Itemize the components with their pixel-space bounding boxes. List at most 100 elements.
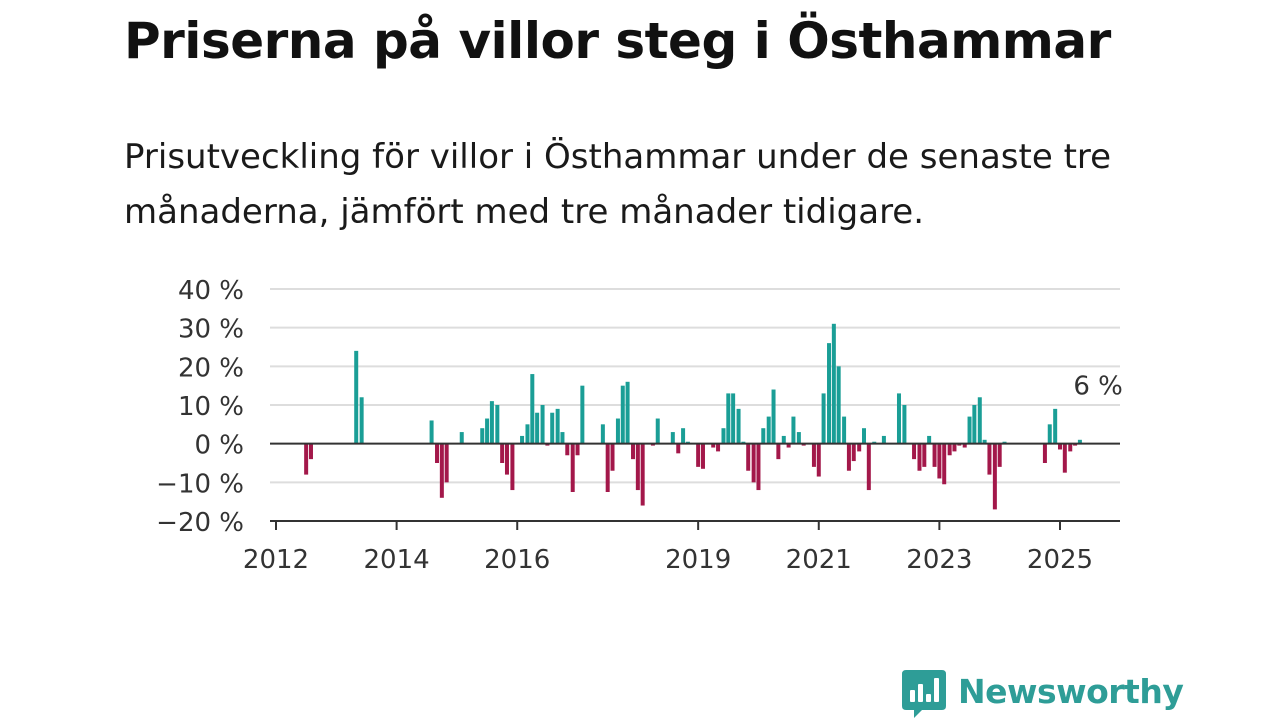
bar <box>796 432 801 444</box>
bar <box>862 428 866 444</box>
bar <box>786 443 791 448</box>
bar <box>827 343 832 444</box>
bar <box>580 385 585 444</box>
y-tick-label: 20 % <box>178 353 244 383</box>
bar <box>696 443 701 467</box>
bar <box>459 432 464 444</box>
bar <box>716 443 721 452</box>
bar <box>811 443 816 467</box>
bar <box>927 435 932 444</box>
y-tick-label: 0 % <box>194 431 244 461</box>
x-tick-label: 2019 <box>665 545 731 575</box>
bar <box>504 443 509 475</box>
bar <box>857 443 862 452</box>
bar <box>721 428 726 444</box>
bar <box>565 443 570 456</box>
bar <box>550 412 555 444</box>
bar <box>495 405 500 444</box>
x-tick-label: 2025 <box>1027 545 1093 575</box>
bar-chart-speech-bubble-icon <box>902 670 946 718</box>
bar <box>435 443 440 463</box>
bar <box>1047 424 1052 444</box>
bar <box>354 350 359 444</box>
y-tick-label: −20 % <box>156 508 244 538</box>
bar <box>625 381 630 444</box>
gridlines <box>270 288 1120 484</box>
bar <box>781 435 786 444</box>
bar <box>816 443 821 477</box>
tick-labels: −20 % −10 % 0 % 10 % 20 % 30 % 40 % 2012 2014 201… <box>156 276 1123 575</box>
bar <box>881 435 886 444</box>
bar <box>489 401 494 444</box>
bar <box>821 393 826 444</box>
bar <box>917 443 922 471</box>
bar <box>555 408 560 444</box>
bar <box>846 443 851 471</box>
axes <box>270 442 1120 530</box>
bar <box>962 443 967 448</box>
y-tick-label: −10 % <box>156 469 244 499</box>
bar <box>967 416 972 444</box>
bar <box>676 443 681 454</box>
x-tick-label: 2014 <box>364 545 430 575</box>
bar <box>631 443 636 460</box>
bar <box>947 443 952 456</box>
bar <box>902 405 907 444</box>
x-tick-label: 2023 <box>906 545 972 575</box>
bar <box>681 428 686 444</box>
x-tick-label: 2012 <box>243 545 309 575</box>
bar <box>771 389 776 444</box>
bar <box>932 443 937 467</box>
bar <box>530 374 535 444</box>
x-tick-label: 2021 <box>786 545 852 575</box>
brand-name: Newsworthy <box>958 672 1184 711</box>
x-tick-label: 2016 <box>484 545 550 575</box>
bar <box>535 412 540 444</box>
bar <box>610 443 615 471</box>
bar <box>972 405 977 444</box>
bar <box>540 405 545 444</box>
bar <box>756 443 761 491</box>
bar <box>997 443 1002 467</box>
bar <box>444 443 449 483</box>
bar <box>896 393 901 444</box>
bar <box>635 443 640 491</box>
bar <box>922 443 927 467</box>
bar <box>600 424 605 444</box>
bar <box>655 418 660 444</box>
bar <box>500 443 505 463</box>
y-tick-label: 30 % <box>178 315 244 345</box>
bar <box>1068 443 1073 452</box>
bar <box>1058 443 1062 450</box>
bar <box>992 443 997 510</box>
bar <box>700 443 705 469</box>
bar <box>731 393 736 444</box>
bar <box>1077 439 1082 444</box>
bar <box>510 443 515 491</box>
bar <box>640 443 645 506</box>
bar <box>751 443 756 483</box>
bar <box>977 397 982 444</box>
bar <box>831 323 836 444</box>
bar <box>766 416 771 444</box>
bar <box>746 443 751 471</box>
bar <box>836 366 841 444</box>
bars <box>304 323 1082 510</box>
bar <box>480 428 485 444</box>
bar <box>866 443 871 491</box>
bar <box>937 443 942 479</box>
bar <box>776 443 781 460</box>
bar <box>1042 443 1047 463</box>
bar <box>575 443 580 456</box>
bar <box>304 443 309 475</box>
bar <box>670 432 675 444</box>
bar <box>308 443 313 460</box>
bar <box>605 443 610 492</box>
bar <box>791 416 796 444</box>
bar <box>711 443 716 448</box>
y-tick-label: 10 % <box>178 392 244 422</box>
bar <box>761 428 766 444</box>
bar <box>560 432 565 444</box>
bar <box>570 443 575 492</box>
bar <box>851 443 856 462</box>
